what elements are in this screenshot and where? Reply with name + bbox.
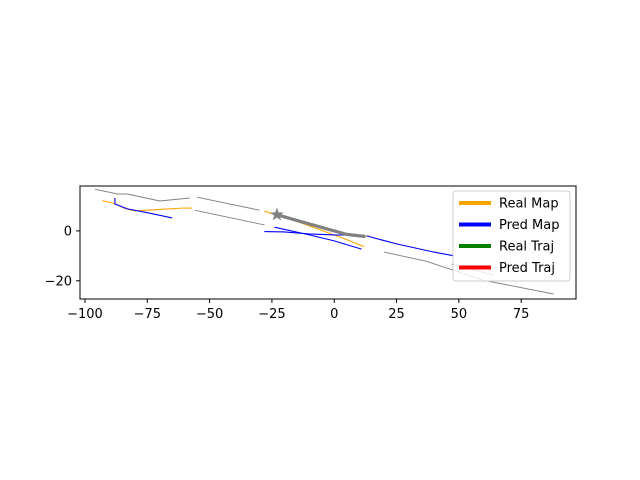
legend-label-pred-traj: Pred Traj (499, 261, 555, 276)
pred-map-line-4 (366, 235, 455, 257)
x-tick-label: −50 (196, 307, 223, 322)
ego-trajectory-line (275, 213, 366, 238)
legend-label-real-traj: Real Traj (499, 240, 554, 255)
x-tick-label: −25 (258, 307, 285, 322)
ego-start-star-marker (269, 207, 284, 221)
x-tick-label: 25 (388, 307, 405, 322)
y-axis: 0 −20 (45, 224, 80, 289)
context-line-3 (194, 209, 265, 226)
context-line-2 (197, 196, 260, 211)
x-tick-label: 50 (451, 307, 468, 322)
pred-map-line-3 (274, 226, 362, 250)
legend: Real Map Pred Map Real Traj Pred Traj (452, 190, 571, 282)
x-axis: −100 −75 −50 −25 0 25 50 75 (67, 299, 529, 322)
legend-label-pred-map: Pred Map (499, 218, 560, 233)
x-tick-label: −100 (67, 307, 103, 322)
context-line-1 (94, 188, 190, 202)
legend-label-real-map: Real Map (499, 197, 559, 212)
x-tick-label: 0 (330, 307, 338, 322)
legend-box (452, 190, 571, 282)
y-tick-label: 0 (64, 224, 72, 239)
x-tick-label: 75 (513, 307, 530, 322)
x-tick-label: −75 (134, 307, 161, 322)
plot-area (94, 188, 554, 295)
pred-map-line-1 (114, 198, 173, 219)
y-tick-label: −20 (45, 274, 72, 289)
axes-frame (79, 185, 577, 300)
